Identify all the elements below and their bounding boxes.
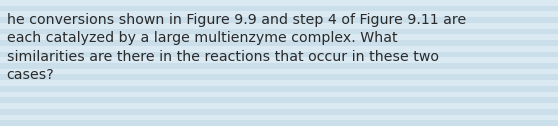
- Text: he conversions shown in Figure 9.9 and step 4 of Figure 9.11 are
each catalyzed : he conversions shown in Figure 9.9 and s…: [7, 13, 466, 82]
- Bar: [0, 29, 558, 34]
- Bar: [0, 92, 558, 97]
- Bar: [0, 115, 558, 120]
- Bar: [0, 63, 558, 69]
- Bar: [0, 120, 558, 126]
- Bar: [0, 86, 558, 92]
- Bar: [0, 0, 558, 6]
- Bar: [0, 97, 558, 103]
- Bar: [0, 34, 558, 40]
- Bar: [0, 69, 558, 74]
- Bar: [0, 74, 558, 80]
- Bar: [0, 46, 558, 52]
- Bar: [0, 17, 558, 23]
- Bar: [0, 40, 558, 46]
- Bar: [0, 52, 558, 57]
- Bar: [0, 103, 558, 109]
- Bar: [0, 6, 558, 11]
- Bar: [0, 23, 558, 29]
- Bar: [0, 109, 558, 115]
- Bar: [0, 11, 558, 17]
- Bar: [0, 80, 558, 86]
- Bar: [0, 57, 558, 63]
